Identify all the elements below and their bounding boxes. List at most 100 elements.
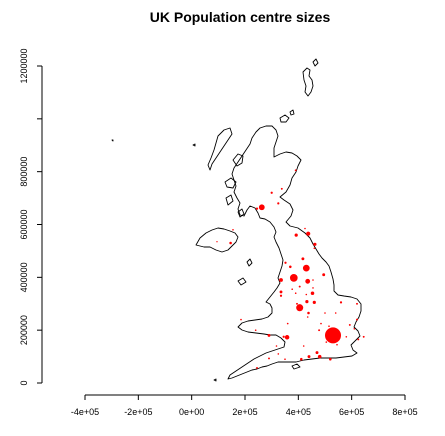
- population-centre-marker: [356, 302, 358, 305]
- chart-title: UK Population centre sizes: [149, 9, 331, 25]
- population-centre-marker: [305, 300, 309, 304]
- population-centre-marker: [317, 354, 322, 359]
- y-tick-label: 800000: [19, 157, 29, 187]
- ireland-outline: [195, 227, 239, 253]
- population-centre-marker: [307, 311, 310, 315]
- population-centre-marker: [336, 343, 338, 346]
- y-tick-label: 1200000: [19, 48, 29, 83]
- population-centre-marker: [289, 274, 298, 282]
- isle-of-man: [246, 258, 253, 267]
- coastline-map: [111, 58, 362, 382]
- population-centre-marker: [275, 345, 278, 347]
- population-centre-marker: [362, 335, 365, 338]
- population-centre-marker: [325, 341, 328, 343]
- population-centre-marker: [322, 273, 326, 277]
- population-centre-marker: [258, 204, 265, 211]
- y-tick-label: 400000: [19, 262, 29, 292]
- x-tick-label: -4e+05: [71, 407, 99, 417]
- population-centre-marker: [312, 279, 314, 281]
- population-centre-marker: [254, 329, 257, 332]
- population-centre-marker: [277, 353, 280, 355]
- population-centre-marker: [279, 278, 283, 282]
- population-centre-marker: [302, 264, 310, 272]
- population-centre-marker: [302, 345, 305, 347]
- population-centre-marker: [329, 357, 332, 361]
- population-centre-marker: [294, 292, 297, 295]
- population-centre-marker: [268, 357, 270, 360]
- population-centre-marker: [255, 207, 259, 210]
- population-centre-marker: [318, 329, 321, 332]
- population-centre-marker: [348, 323, 351, 326]
- population-centre-marker: [312, 300, 316, 304]
- population-centre-marker: [289, 265, 292, 269]
- population-centre-marker: [279, 294, 283, 297]
- axes: -4e+05 -2e+05 0e+00 2e+05 4e+05 6e+05 8e+05 0 20…: [19, 48, 418, 417]
- scilly-isles: [213, 378, 217, 382]
- population-centre-marker: [298, 285, 301, 288]
- orkney-islands: [279, 109, 295, 123]
- great-britain-outline: [227, 125, 362, 380]
- population-centre-marker: [305, 293, 308, 296]
- population-centre-marker: [304, 227, 306, 230]
- outer-hebrides: [207, 127, 233, 171]
- y-tick-label: 600000: [19, 209, 29, 239]
- population-centre-marker: [284, 335, 290, 340]
- st-kilda: [192, 143, 196, 147]
- x-tick-label: -2e+05: [124, 407, 152, 417]
- y-tick-label: 0: [19, 380, 29, 385]
- population-centre-marker: [284, 358, 286, 361]
- population-centre-marker: [282, 335, 285, 338]
- rockall: [111, 139, 114, 142]
- population-centre-marker: [267, 333, 271, 337]
- population-centre-marker: [240, 318, 242, 321]
- population-centre-marker: [306, 316, 309, 318]
- x-tick-label: 6e+05: [339, 407, 364, 417]
- population-centre-marker: [328, 325, 330, 328]
- population-centre-marker: [296, 302, 298, 305]
- x-tick-label: 8e+05: [392, 407, 417, 417]
- population-centre-marker: [339, 301, 343, 304]
- population-centre-marker: [291, 288, 294, 291]
- population-centre-marker: [315, 351, 319, 355]
- population-centre-marker: [256, 366, 258, 369]
- x-tick-label: 4e+05: [286, 407, 311, 417]
- population-centre-marker: [324, 312, 326, 314]
- population-centre-marker: [294, 169, 297, 172]
- population-centre-marker: [353, 328, 356, 330]
- y-tick-label: 200000: [19, 315, 29, 345]
- population-centre-marker: [296, 304, 304, 312]
- population-centre-marker: [334, 312, 337, 314]
- population-centre-marker: [313, 247, 316, 250]
- population-centre-marker: [305, 278, 311, 284]
- population-centre-marker: [307, 355, 311, 359]
- population-centre-marker: [312, 287, 314, 289]
- population-centre-marker: [279, 290, 283, 294]
- x-tick-label: 0e+00: [179, 407, 204, 417]
- population-centre-marker: [301, 257, 305, 261]
- population-centre-marker: [294, 233, 298, 237]
- population-centre-marker: [284, 261, 287, 264]
- population-centre-marker: [300, 357, 303, 361]
- population-centre-marker: [310, 291, 315, 295]
- population-centre-marker: [357, 338, 360, 341]
- population-centre-marker: [270, 191, 273, 194]
- isle-of-wight: [291, 363, 301, 370]
- population-markers: [216, 169, 365, 369]
- population-centre-marker: [232, 229, 234, 231]
- population-centre-marker: [286, 322, 289, 325]
- anglesey: [237, 277, 247, 286]
- population-centre-marker: [356, 318, 358, 321]
- population-centre-marker: [320, 322, 322, 325]
- population-centre-marker: [216, 241, 218, 243]
- population-centre-marker: [306, 231, 311, 236]
- shetland-islands: [302, 58, 319, 97]
- population-centre-marker: [325, 327, 341, 344]
- population-centre-marker: [280, 187, 283, 190]
- population-centre-marker: [313, 242, 317, 246]
- x-tick-label: 2e+05: [232, 407, 257, 417]
- population-centre-marker: [277, 202, 280, 205]
- inner-hebrides: [224, 153, 245, 218]
- population-centre-marker: [345, 336, 348, 338]
- population-centre-marker: [229, 241, 232, 245]
